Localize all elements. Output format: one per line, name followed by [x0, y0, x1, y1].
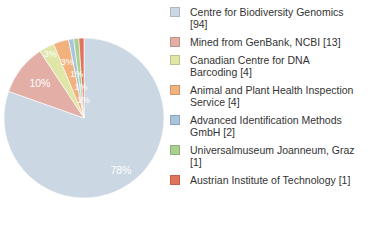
legend-entry: Animal and Plant Health Inspection Servi…: [170, 84, 380, 108]
chart: 78% 10% 3% 3% 1% 1% 1% Centre for Biodiversity …: [0, 0, 380, 240]
slice: [4, 38, 164, 198]
data-label: 10%: [29, 77, 50, 89]
legend-label: Animal and Plant Health Inspection Servi…: [190, 84, 358, 108]
data-label: 3%: [44, 49, 57, 59]
legend-entry: Universalmuseum Joanneum, Graz [1]: [170, 144, 380, 168]
legend-swatch: [170, 175, 180, 185]
legend-swatch: [170, 37, 180, 47]
legend-label: Advanced Identification Methods GmbH [2]: [190, 114, 358, 138]
legend-entry: Mined from GenBank, NCBI [13]: [170, 36, 380, 48]
legend-label: Universalmuseum Joanneum, Graz [1]: [190, 144, 358, 168]
legend-entry: Canadian Centre for DNA Barcoding [4]: [170, 54, 380, 78]
legend-entry: Austrian Institute of Technology [1]: [170, 174, 380, 186]
legend-label: Mined from GenBank, NCBI [13]: [190, 36, 358, 48]
data-label: 78%: [110, 164, 131, 176]
legend-label: Canadian Centre for DNA Barcoding [4]: [190, 54, 358, 78]
data-label: 1%: [77, 95, 90, 105]
legend-swatch: [170, 85, 180, 95]
legend-swatch: [170, 115, 180, 125]
data-label: 3%: [61, 57, 74, 67]
legend-swatch: [170, 145, 180, 155]
data-label: 1%: [74, 82, 87, 92]
slices: [4, 38, 164, 198]
legend-entry: Advanced Identification Methods GmbH [2]: [170, 114, 380, 138]
data-label: 1%: [70, 69, 83, 79]
legend-entry: Centre for Biodiversity Genomics [94]: [170, 6, 380, 30]
legend-label: Austrian Institute of Technology [1]: [190, 174, 358, 186]
legend-label: Centre for Biodiversity Genomics [94]: [190, 6, 358, 30]
legend-swatch: [170, 55, 180, 65]
legend-swatch: [170, 7, 180, 17]
data-labels: 78% 10% 3% 3% 1% 1% 1%: [29, 49, 131, 176]
slice: [69, 39, 84, 118]
legend: Centre for Biodiversity Genomics [94] Min…: [170, 6, 380, 192]
